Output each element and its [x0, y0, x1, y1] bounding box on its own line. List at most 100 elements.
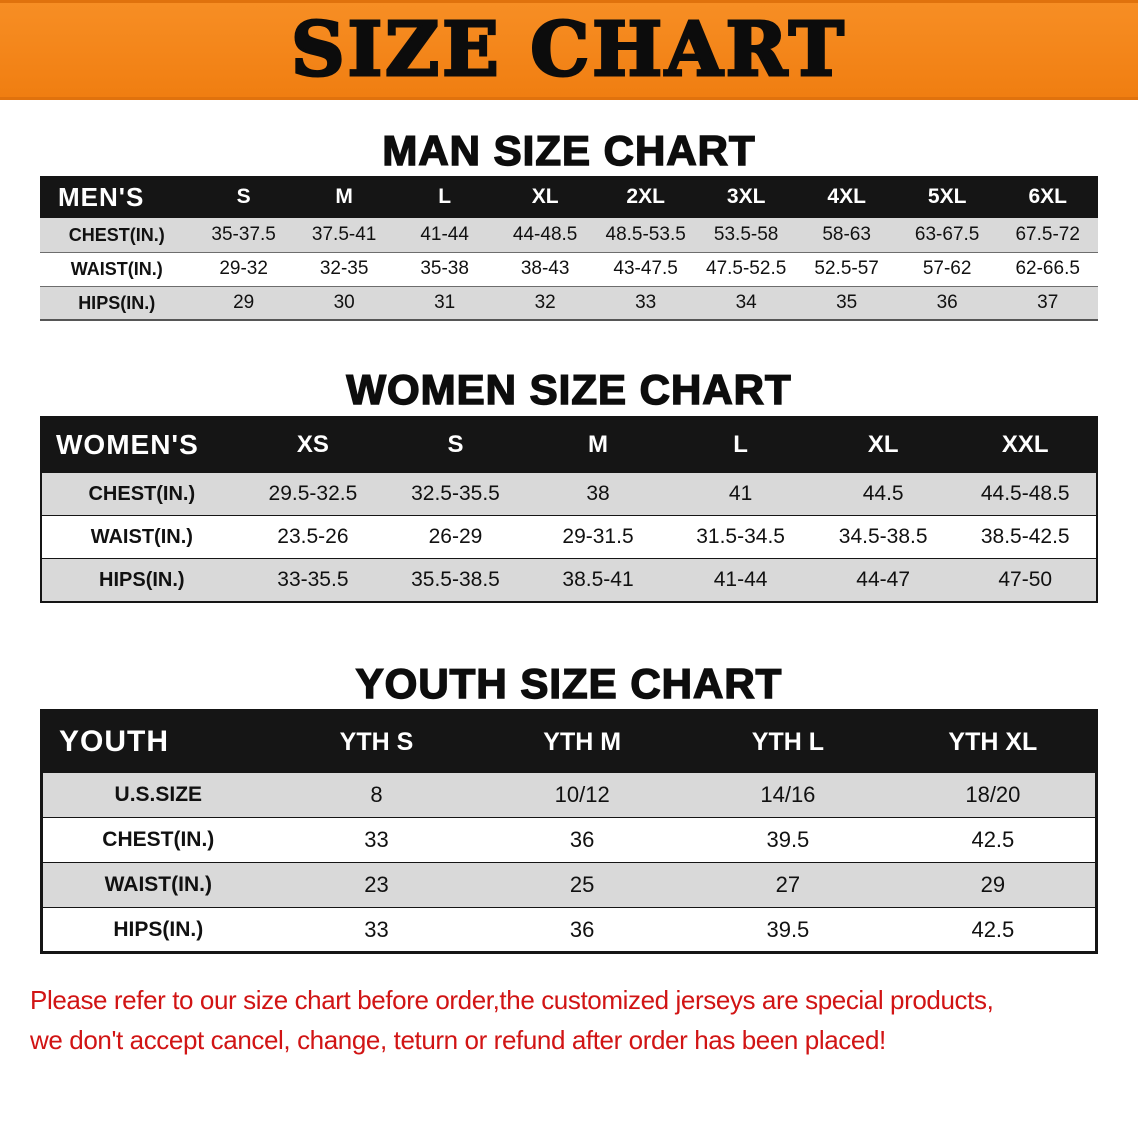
table-row: WAIST(IN.) 29-32 32-35 35-38 38-43 43-47…	[40, 252, 1098, 287]
size-column-header: 3XL	[695, 176, 797, 219]
women-header-row: WOMEN'S XS S M L XL XXL	[41, 416, 1097, 473]
measurement-cell: 47-50	[998, 568, 1053, 592]
measurement-cell: 35-38	[420, 258, 469, 280]
size-column-header: YTH XL	[890, 710, 1097, 773]
measurement-cell: 52.5-57	[814, 258, 879, 280]
man-size-table: MEN'S S M L XL 2XL 3XL 4XL 5XL 6XL CHEST…	[40, 176, 1098, 322]
measurement-cell: 35	[836, 292, 858, 314]
measurement-cell: 57-62	[922, 258, 972, 280]
size-chart-page: SIZE CHART MAN SIZE CHART MEN'S S M L XL…	[0, 0, 1138, 1061]
measurement-cell: 47.5-52.5	[706, 258, 787, 280]
row-label: CHEST(IN.)	[68, 224, 165, 245]
size-column-header: YTH S	[273, 710, 480, 773]
table-row: WAIST(IN.) 23.5-26 26-29 29-31.5 31.5-34…	[41, 515, 1097, 559]
measurement-cell: 38-43	[520, 258, 570, 280]
table-row: CHEST(IN.) 33 36 39.5 42.5	[41, 817, 1097, 863]
measurement-cell: 29.5-32.5	[268, 482, 358, 506]
notice-line-2: we don't accept cancel, change, teturn o…	[30, 1025, 886, 1056]
measurement-cell: 48.5-53.5	[605, 224, 686, 246]
measurement-cell: 27	[775, 872, 801, 898]
size-column-header: L	[394, 176, 495, 219]
measurement-cell: 14/16	[760, 781, 816, 807]
measurement-cell: 62-66.5	[1015, 258, 1080, 280]
man-table-title: MEN'S	[40, 176, 194, 219]
measurement-cell: 33	[364, 827, 389, 853]
measurement-cell: 32	[534, 292, 556, 314]
size-column-header: XL	[811, 416, 955, 473]
measurement-cell: 36	[569, 827, 595, 853]
measurement-cell: 38.5-42.5	[980, 525, 1070, 549]
measurement-cell: 36	[569, 916, 595, 942]
measurement-cell: 39.5	[766, 827, 810, 853]
row-label: HIPS(IN.)	[113, 917, 204, 941]
size-column-header: XS	[241, 416, 385, 473]
row-label: CHEST(IN.)	[102, 828, 215, 852]
measurement-cell: 63-67.5	[914, 224, 980, 246]
measurement-cell: 32.5-35.5	[411, 482, 500, 506]
measurement-cell: 8	[370, 781, 383, 807]
size-column-header: YTH M	[479, 710, 686, 773]
measurement-cell: 33	[635, 292, 657, 314]
row-label: WAIST(IN.)	[90, 525, 193, 548]
size-column-header: XL	[494, 176, 596, 219]
measurement-cell: 23.5-26	[277, 525, 349, 549]
banner: SIZE CHART	[0, 0, 1138, 100]
measurement-cell: 33	[364, 916, 389, 942]
size-column-header: 2XL	[595, 176, 696, 219]
table-row: HIPS(IN.) 33 36 39.5 42.5	[41, 907, 1097, 953]
size-column-header: M	[293, 176, 395, 219]
row-label: U.S.SIZE	[114, 782, 203, 806]
notice-line-1: Please refer to our size chart before or…	[30, 985, 994, 1016]
measurement-cell: 41-44	[420, 224, 469, 246]
measurement-cell: 39.5	[766, 916, 810, 942]
table-row: HIPS(IN.) 29 30 31 32 33 34 35 36 37	[40, 286, 1098, 321]
measurement-cell: 34.5-38.5	[838, 525, 928, 549]
measurement-cell: 35.5-38.5	[411, 568, 500, 592]
measurement-cell: 38	[586, 482, 610, 506]
row-label: CHEST(IN.)	[88, 482, 196, 505]
order-notice: Please refer to our size chart before or…	[30, 980, 1115, 1061]
women-size-table: WOMEN'S XS S M L XL XXL CHEST(IN.) 29.5-…	[40, 415, 1098, 603]
size-column-header: L	[669, 416, 812, 473]
women-section-heading: WOMEN SIZE CHART	[346, 366, 792, 415]
measurement-cell: 29-31.5	[562, 525, 634, 549]
row-label: HIPS(IN.)	[78, 292, 156, 313]
measurement-cell: 53.5-58	[713, 224, 779, 246]
man-section-heading: MAN SIZE CHART	[382, 126, 756, 175]
measurement-cell: 41	[728, 482, 753, 506]
women-table-title: WOMEN'S	[41, 416, 242, 473]
table-row: U.S.SIZE 8 10/12 14/16 18/20	[41, 772, 1097, 818]
measurement-cell: 36	[936, 292, 958, 314]
table-row: HIPS(IN.) 33-35.5 35.5-38.5 38.5-41 41-4…	[41, 558, 1097, 602]
measurement-cell: 41-44	[713, 568, 768, 592]
page-title: SIZE CHART	[290, 7, 847, 93]
table-row: CHEST(IN.) 35-37.5 37.5-41 41-44 44-48.5…	[40, 218, 1098, 253]
size-column-header: YTH L	[685, 710, 891, 773]
youth-size-table: YOUTH YTH S YTH M YTH L YTH XL U.S.SIZE …	[40, 709, 1098, 955]
measurement-cell: 29-32	[219, 258, 268, 280]
size-column-header: XXL	[954, 416, 1097, 473]
measurement-cell: 32-35	[319, 258, 369, 280]
measurement-cell: 29	[980, 872, 1006, 898]
size-column-header: 4XL	[796, 176, 897, 219]
youth-table-title: YOUTH	[41, 710, 274, 773]
measurement-cell: 18/20	[965, 781, 1021, 807]
measurement-cell: 38.5-41	[562, 568, 634, 592]
measurement-cell: 25	[569, 872, 595, 898]
measurement-cell: 31	[434, 292, 456, 314]
row-label: WAIST(IN.)	[104, 873, 212, 897]
measurement-cell: 26-29	[428, 525, 483, 549]
measurement-cell: 67.5-72	[1015, 224, 1080, 246]
table-row: CHEST(IN.) 29.5-32.5 32.5-35.5 38 41 44.…	[41, 472, 1097, 516]
row-label: WAIST(IN.)	[70, 258, 163, 279]
youth-section-heading: YOUTH SIZE CHART	[355, 659, 783, 708]
size-column-header: S	[193, 176, 294, 219]
measurement-cell: 44-48.5	[512, 224, 578, 246]
table-row: WAIST(IN.) 23 25 27 29	[41, 862, 1097, 908]
measurement-cell: 29	[233, 292, 255, 314]
measurement-cell: 37.5-41	[311, 224, 377, 246]
size-column-header: M	[526, 416, 670, 473]
measurement-cell: 58-63	[822, 224, 871, 246]
measurement-cell: 37	[1037, 292, 1059, 314]
measurement-cell: 23	[364, 872, 389, 898]
